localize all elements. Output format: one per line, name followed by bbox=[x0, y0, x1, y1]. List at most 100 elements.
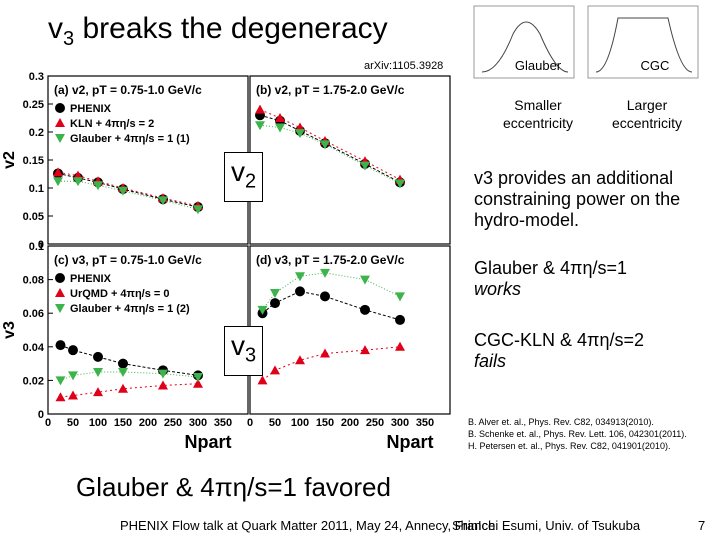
series-glauber-point bbox=[93, 181, 103, 191]
series-glauber-point bbox=[257, 305, 268, 315]
legend-entry: KLN + 4πη/s = 2 bbox=[70, 118, 154, 130]
y-tick-label: 0.15 bbox=[23, 155, 44, 167]
series-phenix-point bbox=[320, 291, 330, 302]
side-point-3-a: CGC-KLN & 4πη/s=2 bbox=[474, 330, 644, 350]
panel-title: (d) v3, pT = 1.75-2.0 GeV/c bbox=[256, 253, 405, 267]
series-glauber-line bbox=[60, 371, 199, 381]
footer-author: ShinIchi Esumi, Univ. of Tsukuba bbox=[452, 518, 641, 533]
v3-overlay-box: v3 bbox=[224, 326, 264, 376]
legend-marker bbox=[55, 273, 65, 283]
y-tick-label: 0.2 bbox=[29, 127, 44, 139]
series-kln-point bbox=[255, 104, 265, 114]
series-glauber-point bbox=[295, 272, 305, 282]
series-phenix-point bbox=[270, 298, 280, 309]
y-tick-label: 0.1 bbox=[29, 241, 44, 253]
references: B. Alver et. al., Phys. Rev. C82, 034913… bbox=[468, 416, 687, 452]
series-glauber-point bbox=[270, 289, 280, 299]
legend-entry: PHENIX bbox=[70, 103, 112, 115]
series-glauber-point bbox=[360, 161, 370, 171]
title-v: v bbox=[48, 12, 63, 45]
series-phenix-point bbox=[68, 345, 78, 356]
panel-title: (c) v3, pT = 0.75-1.0 GeV/c bbox=[54, 253, 202, 267]
series-kln-point bbox=[158, 380, 168, 390]
y-tick-label: 0.08 bbox=[23, 275, 44, 287]
y-tick-label: 0.3 bbox=[29, 71, 44, 83]
smaller-eccentricity-caption: Smaller eccentricity bbox=[502, 97, 574, 131]
series-phenix-point bbox=[360, 304, 370, 315]
x-tick-label: 200 bbox=[341, 417, 359, 429]
favored-conclusion: Glauber & 4πη/s=1 favored bbox=[76, 472, 391, 502]
v2-overlay-main: v bbox=[231, 156, 245, 187]
x-tick-label: 50 bbox=[67, 417, 79, 429]
y-tick-label: 0.02 bbox=[23, 375, 44, 387]
series-kln-point bbox=[53, 167, 63, 177]
series-glauber-point bbox=[193, 205, 203, 215]
series-phenix-point bbox=[295, 286, 305, 297]
series-glauber-point bbox=[320, 140, 330, 150]
page-number: 7 bbox=[698, 518, 706, 533]
series-glauber-point bbox=[118, 368, 128, 377]
side-point-2-a: Glauber & 4πη/s=1 bbox=[474, 258, 628, 278]
footer-conference: PHENIX Flow talk at Quark Matter 2011, M… bbox=[120, 518, 496, 533]
y-tick-label: 0.04 bbox=[23, 342, 45, 354]
series-kln-point bbox=[295, 355, 305, 365]
legend-marker bbox=[55, 304, 65, 313]
y-tick-label: 0 bbox=[38, 409, 44, 421]
series-kln-point bbox=[275, 113, 285, 122]
legend-entry: Glauber + 4πη/s = 1 (1) bbox=[70, 133, 190, 145]
y-tick-label: 0.1 bbox=[29, 183, 44, 195]
series-kln-point bbox=[193, 378, 203, 388]
series-kln-point bbox=[93, 387, 103, 397]
series-kln-point bbox=[55, 392, 66, 402]
series-phenix-point bbox=[93, 351, 103, 362]
legend-marker bbox=[55, 118, 65, 127]
y-tick-label: 0.05 bbox=[23, 211, 44, 223]
panel-frame bbox=[47, 75, 249, 245]
slide-title: v3 breaks the degeneracy bbox=[48, 12, 388, 51]
series-glauber-point bbox=[53, 177, 63, 187]
series-glauber-point bbox=[193, 373, 203, 383]
x-tick-label: 0 bbox=[247, 417, 253, 429]
y-tick-label: 0.25 bbox=[23, 99, 44, 111]
series-glauber-point bbox=[68, 371, 78, 381]
x-tick-label: 50 bbox=[269, 417, 281, 429]
y-axis-label: v2 bbox=[1, 151, 18, 169]
legend-marker bbox=[55, 134, 65, 143]
series-phenix-point bbox=[55, 340, 66, 351]
legend-entry: UrQMD + 4πη/s = 0 bbox=[70, 288, 170, 300]
series-kln-point bbox=[68, 390, 78, 400]
series-glauber-point bbox=[118, 186, 128, 196]
series-phenix-point bbox=[395, 314, 405, 325]
x-tick-label: 150 bbox=[316, 417, 334, 429]
series-glauber-point bbox=[255, 121, 265, 131]
x-tick-label: 250 bbox=[164, 417, 182, 429]
series-kln-line bbox=[57, 171, 199, 207]
y-tick-label: 0.06 bbox=[23, 308, 44, 320]
series-phenix-line bbox=[262, 290, 401, 321]
reference-item: B. Schenke et. al., Phys. Rev. Lett. 106… bbox=[468, 429, 687, 439]
x-tick-label: 250 bbox=[366, 417, 384, 429]
x-tick-label: 200 bbox=[139, 417, 157, 429]
series-glauber-point bbox=[395, 179, 405, 189]
series-kln-point bbox=[395, 341, 405, 351]
series-glauber-point bbox=[360, 275, 370, 285]
y-axis-label: v3 bbox=[1, 321, 18, 339]
series-kln-point bbox=[257, 375, 268, 385]
series-glauber-line bbox=[259, 124, 401, 184]
x-axis-label: Npart bbox=[386, 432, 433, 452]
v2-v3-figure: (a) v2, pT = 0.75-1.0 GeV/c00.050.10.150… bbox=[1, 71, 451, 452]
side-point-2: Glauber & 4πη/s=1 works bbox=[474, 258, 710, 300]
series-glauber-point bbox=[55, 376, 66, 386]
title-sub: 3 bbox=[63, 28, 75, 50]
inset-cgc-label: CGC bbox=[640, 58, 670, 73]
title-rest: breaks the degeneracy bbox=[74, 12, 388, 45]
series-kln-point bbox=[320, 348, 330, 358]
x-axis-label: Npart bbox=[184, 432, 231, 452]
series-kln-point bbox=[360, 345, 370, 355]
series-glauber-point bbox=[158, 369, 168, 379]
legend-marker bbox=[55, 288, 65, 297]
eccentricity-inset bbox=[473, 5, 699, 79]
x-tick-label: 300 bbox=[391, 417, 409, 429]
x-tick-label: 350 bbox=[214, 417, 232, 429]
series-kln-point bbox=[118, 383, 128, 393]
